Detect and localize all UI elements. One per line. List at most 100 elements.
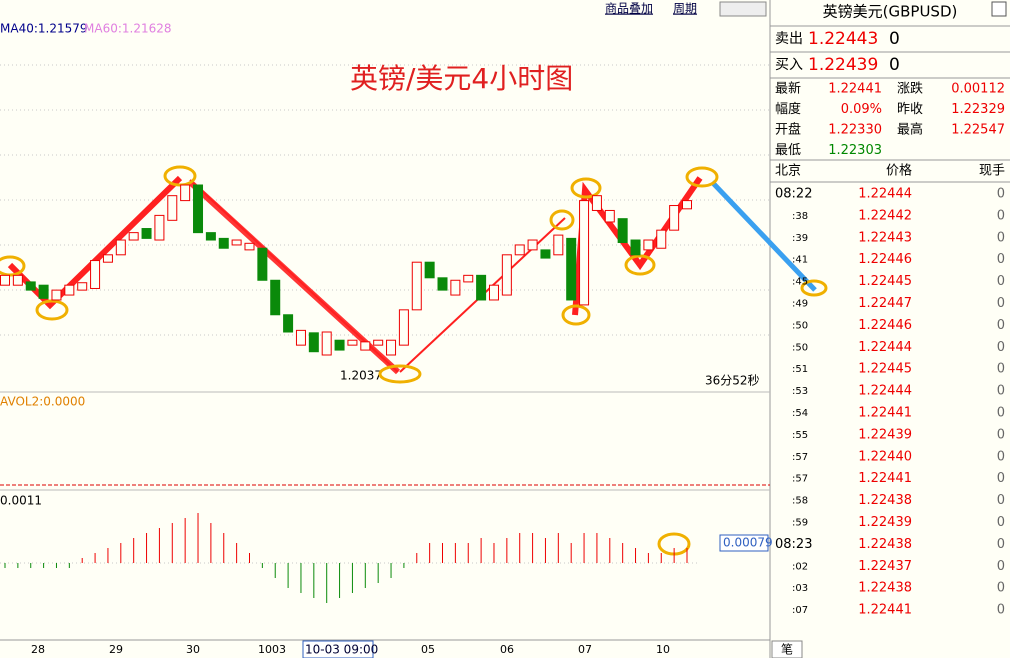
tick-time: :57 <box>792 452 808 463</box>
candle <box>12 274 23 286</box>
tick-time: :53 <box>792 386 808 397</box>
tick-vol: 0 <box>997 449 1005 464</box>
tick-vol: 0 <box>997 406 1005 421</box>
candle <box>604 209 615 223</box>
quote-price: 1.22439 <box>808 55 878 75</box>
stats: 最新 1.22441 涨跌 0.00112 幅度 0.09% 昨收 1.22329 开盘 1.22… <box>775 81 1005 159</box>
candle <box>0 274 10 286</box>
candle <box>617 218 628 243</box>
tick-time: :38 <box>792 211 808 222</box>
tick-vol: 0 <box>997 559 1005 574</box>
candle <box>180 184 191 202</box>
quote-price: 1.22443 <box>808 29 878 49</box>
tick-price: 1.22438 <box>858 537 912 552</box>
tick-vol: 0 <box>997 515 1005 530</box>
x-label: 07 <box>578 643 592 656</box>
tick-time: :54 <box>792 408 808 419</box>
tick-time: :50 <box>792 342 808 353</box>
tick-vol: 0 <box>997 318 1005 333</box>
toolbar-link[interactable]: 周期 <box>673 2 697 16</box>
tick-price: 1.22442 <box>858 208 912 223</box>
tick-vol: 0 <box>997 252 1005 267</box>
tick-price: 1.22440 <box>858 449 912 464</box>
candle <box>553 234 564 256</box>
candle <box>591 195 602 211</box>
candle <box>682 200 692 210</box>
annotation-circles <box>0 165 828 556</box>
candle <box>373 339 384 346</box>
candle <box>154 214 165 241</box>
tick-time: 08:23 <box>775 537 812 552</box>
candle <box>231 239 242 246</box>
tick-price: 1.22439 <box>858 427 912 442</box>
stat-label: 昨收 <box>897 102 923 117</box>
panel-button[interactable] <box>991 1 1007 17</box>
tick-time: :41 <box>792 255 808 266</box>
tick-vol: 0 <box>997 340 1005 355</box>
tick-price: 1.22446 <box>858 252 912 267</box>
cursor-label: 10-03 09:00 <box>305 643 378 657</box>
candle <box>630 239 641 256</box>
quote-label: 卖出 <box>775 31 803 47</box>
candle <box>102 254 113 263</box>
plot <box>0 184 692 603</box>
candle <box>437 277 448 291</box>
tick-time: :07 <box>792 605 808 616</box>
tick-vol: 0 <box>997 471 1005 486</box>
candle <box>527 239 538 251</box>
x-label: 05 <box>421 643 435 656</box>
tick-time: :57 <box>792 474 808 485</box>
tick-price: 1.22443 <box>858 230 912 245</box>
tick-vol: 0 <box>997 537 1005 552</box>
candle <box>360 341 371 351</box>
tick-time: :55 <box>792 430 808 441</box>
tick-vol: 0 <box>997 603 1005 618</box>
candle <box>283 314 294 333</box>
candle <box>51 289 62 301</box>
x-label: 28 <box>31 643 45 656</box>
stat-value: 0.09% <box>841 102 882 117</box>
tick-price: 1.22446 <box>858 318 912 333</box>
candle <box>450 279 461 296</box>
stat-value: 1.22441 <box>828 82 882 97</box>
tick-vol: 0 <box>997 581 1005 596</box>
macd-label: 0.0011 <box>0 494 42 508</box>
x-label: 30 <box>186 643 200 656</box>
candle <box>501 254 512 296</box>
stat-label: 幅度 <box>775 101 801 117</box>
candle <box>334 339 345 351</box>
vol-label: AVOL2:0.0000 <box>0 395 85 409</box>
symbol-name: 英镑美元(GBPUSD) <box>823 3 958 21</box>
stat-label: 最低 <box>775 143 801 158</box>
tick-vol: 0 <box>997 187 1005 202</box>
tick-time: :02 <box>792 561 808 572</box>
candle <box>463 274 474 283</box>
chart-title: 英镑/美元4小时图 <box>350 62 573 95</box>
tick-vol: 0 <box>997 208 1005 223</box>
candle <box>141 228 152 239</box>
tick-price: 1.22444 <box>858 384 912 399</box>
candle <box>411 261 422 311</box>
quote-vol: 0 <box>889 55 900 75</box>
tick-header: 价格 <box>886 163 912 179</box>
footer-tab[interactable] <box>771 640 803 658</box>
candle <box>115 239 126 256</box>
tick-price: 1.22444 <box>858 187 912 202</box>
tick-header: 北京 <box>775 164 801 179</box>
candle <box>579 200 590 306</box>
tick-time: :39 <box>792 233 808 244</box>
x-label: 29 <box>109 643 123 656</box>
tick-vol: 0 <box>997 296 1005 311</box>
candle <box>398 309 409 346</box>
x-label: 10 <box>656 643 670 656</box>
candle <box>424 261 435 279</box>
tick-price: 1.22438 <box>858 581 912 596</box>
candle <box>386 339 397 356</box>
toolbar-link[interactable]: 商品叠加 <box>605 1 653 16</box>
tick-vol: 0 <box>997 230 1005 245</box>
ma-label: MA60:1.21628 <box>84 22 172 36</box>
nav-buttons[interactable] <box>719 1 767 17</box>
candle <box>295 329 306 346</box>
stat-label: 最高 <box>897 122 923 138</box>
